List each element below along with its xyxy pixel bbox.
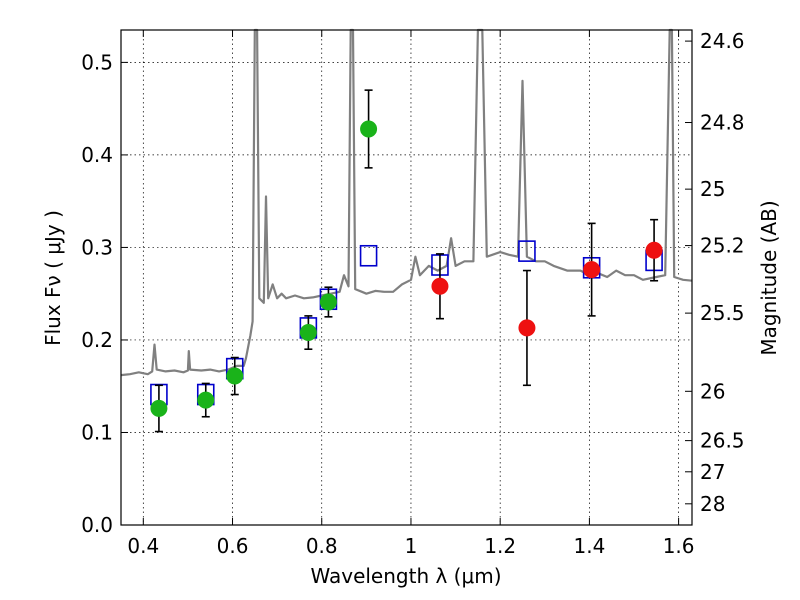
observed_green-point	[197, 391, 215, 409]
right-tick-label: 26	[700, 379, 725, 403]
marker-layer	[150, 89, 663, 433]
right-tick-label: 24.8	[700, 111, 745, 135]
observed_green-point	[299, 324, 317, 342]
axis-ticks: 0.4 0.6 0.8 1 1.2 1.4 1.6 0.0 0.1 0.2 0.3 0.4 0.5 24.…	[81, 29, 744, 558]
model-spectrum-line	[120, 28, 693, 377]
right-axis-label: Magnitude (AB)	[757, 200, 781, 355]
x-tick-label: 1.2	[484, 534, 516, 558]
x-tick-label: 0.4	[127, 534, 159, 558]
observed_red-point	[518, 319, 536, 337]
right-tick-label: 25.2	[700, 234, 745, 258]
right-tick-label: 24.6	[700, 29, 745, 53]
right-tick-label: 25.5	[700, 301, 745, 325]
observed_red-point	[645, 241, 663, 259]
y-tick-label: 0.5	[81, 50, 113, 74]
y-tick-label: 0.0	[81, 513, 113, 537]
x-tick-label: 1.6	[663, 534, 695, 558]
y-tick-label: 0.2	[81, 328, 113, 352]
x-axis-label: Wavelength λ (μm)	[310, 564, 501, 588]
right-tick-label: 28	[700, 492, 725, 516]
model-photometry-square	[518, 240, 536, 262]
x-tick-label: 1.4	[573, 534, 605, 558]
right-tick-label: 26.5	[700, 429, 745, 453]
y-tick-label: 0.4	[81, 143, 113, 167]
observed_green-point	[319, 293, 337, 311]
x-tick-label: 0.6	[217, 534, 249, 558]
observed_red-point	[583, 261, 601, 279]
observed_green-point	[150, 399, 168, 417]
spectrum-layer	[120, 28, 693, 377]
y-tick-label: 0.3	[81, 235, 113, 259]
plot-frame	[120, 29, 693, 526]
right-tick-label: 27	[700, 460, 725, 484]
y-tick-label: 0.1	[81, 420, 113, 444]
observed_red-point	[431, 277, 449, 295]
x-tick-label: 1	[405, 534, 418, 558]
right-tick-label: 25	[700, 177, 725, 201]
model-photometry-square	[359, 244, 378, 267]
x-tick-label: 0.8	[306, 534, 338, 558]
observed_green-point	[226, 367, 244, 385]
observed_green-point	[360, 120, 378, 138]
y-axis-label: Flux Fν ( μJy )	[41, 210, 65, 346]
